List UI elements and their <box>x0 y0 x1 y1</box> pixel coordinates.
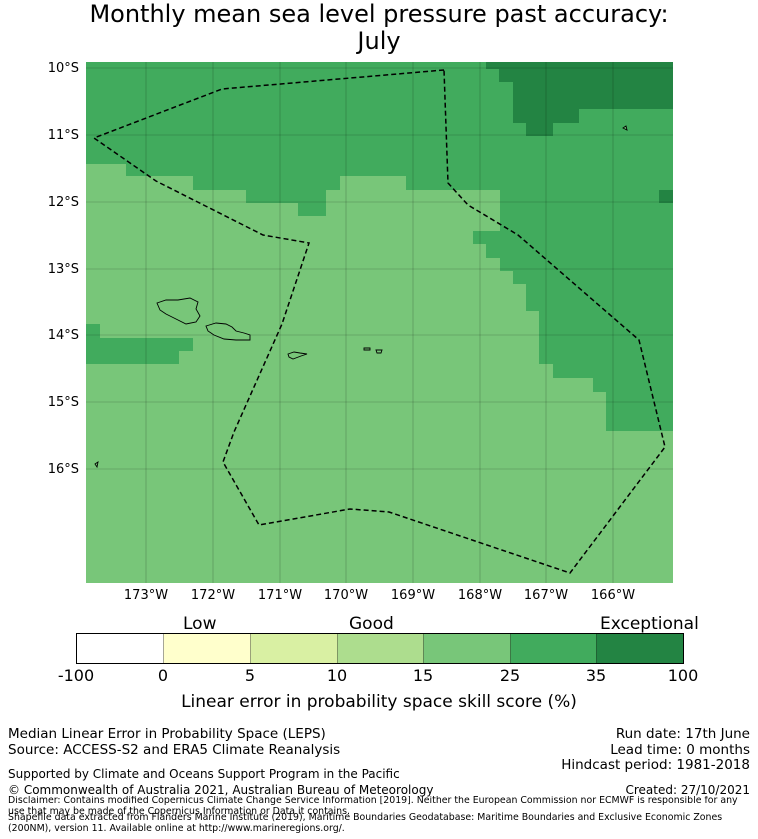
colorbar-tick: 35 <box>585 666 607 685</box>
skill-field-35-100 <box>486 62 673 203</box>
colorbar-swatch <box>250 633 338 664</box>
footer-hindcast: Hindcast period: 1981-2018 <box>561 757 750 773</box>
colorbar-swatch <box>596 633 684 664</box>
footer-disclaimer: Disclaimer: Contains modified Copernicus… <box>8 796 738 817</box>
lon-label: 168°W <box>457 588 503 603</box>
colorbar-swatch <box>510 633 597 664</box>
lon-label: 169°W <box>390 588 436 603</box>
chart-title-line1: Monthly mean sea level pressure past acc… <box>89 0 669 28</box>
lat-label: 16°S <box>47 462 79 477</box>
islet-northeast <box>622 125 628 131</box>
footer-lead-time: Lead time: 0 months <box>610 742 750 758</box>
colorbar-category-exceptional: Exceptional <box>600 614 699 634</box>
footer-run-date: Run date: 17th June <box>615 726 750 742</box>
map-gridlines <box>86 62 673 583</box>
eez-boundary-line <box>92 69 666 574</box>
skill-field-25-35 <box>86 62 673 431</box>
colorbar-tick: 15 <box>412 666 434 685</box>
lon-label: 166°W <box>590 588 636 603</box>
footer-method: Median Linear Error in Probability Space… <box>8 726 326 742</box>
chart-title-line2: July <box>357 27 401 55</box>
lat-label: 13°S <box>47 262 79 277</box>
colorbar-swatch <box>76 633 164 664</box>
lon-label: 173°W <box>123 588 169 603</box>
footer-support: Supported by Climate and Oceans Support … <box>8 767 400 781</box>
colorbar-category-low: Low <box>183 614 217 634</box>
colorbar-swatch <box>337 633 424 664</box>
lat-label: 15°S <box>47 395 79 410</box>
lon-label: 172°W <box>190 588 236 603</box>
colorbar-tick: 10 <box>326 666 348 685</box>
colorbar-tick: 0 <box>157 666 169 685</box>
savaii-island <box>156 297 201 325</box>
islet-southwest <box>94 461 99 469</box>
footer-copyright: © Commonwealth of Australia 2021, Austra… <box>8 783 434 797</box>
colorbar-tick: 25 <box>499 666 521 685</box>
footer-created: Created: 27/10/2021 <box>625 783 750 797</box>
footer-shapefile: Shapefile data extracted from Flanders M… <box>8 812 723 834</box>
lat-label: 14°S <box>47 328 79 343</box>
colorbar-tick: -100 <box>57 666 95 685</box>
footer-source: Source: ACCESS-S2 and ERA5 Climate Reana… <box>8 742 341 758</box>
skill-map <box>86 62 673 583</box>
land-outlines <box>94 125 628 469</box>
lon-label: 167°W <box>523 588 569 603</box>
colorbar-swatch <box>423 633 511 664</box>
colorbar-tick: 100 <box>667 666 699 685</box>
lon-label: 170°W <box>323 588 369 603</box>
colorbar <box>76 633 684 664</box>
tutuila-island <box>287 351 308 360</box>
lat-label: 10°S <box>47 61 79 76</box>
upolu-island <box>205 322 251 341</box>
colorbar-tick: 5 <box>244 666 256 685</box>
colorbar-outline <box>76 633 684 664</box>
ofu-island <box>363 347 371 351</box>
tau-island <box>375 349 383 354</box>
colorbar-label: Linear error in probability space skill … <box>181 692 577 712</box>
lon-label: 171°W <box>257 588 303 603</box>
lat-label: 11°S <box>47 128 79 143</box>
colorbar-swatch <box>163 633 251 664</box>
lat-label: 12°S <box>47 195 79 210</box>
colorbar-category-good: Good <box>349 614 394 634</box>
